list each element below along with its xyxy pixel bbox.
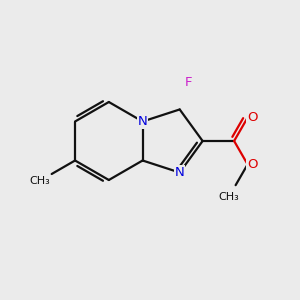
Text: N: N <box>175 166 184 179</box>
Text: CH₃: CH₃ <box>218 192 239 202</box>
Text: O: O <box>247 111 257 124</box>
Text: N: N <box>138 115 148 128</box>
Text: O: O <box>247 158 257 171</box>
Text: CH₃: CH₃ <box>30 176 50 186</box>
Text: F: F <box>184 76 192 89</box>
